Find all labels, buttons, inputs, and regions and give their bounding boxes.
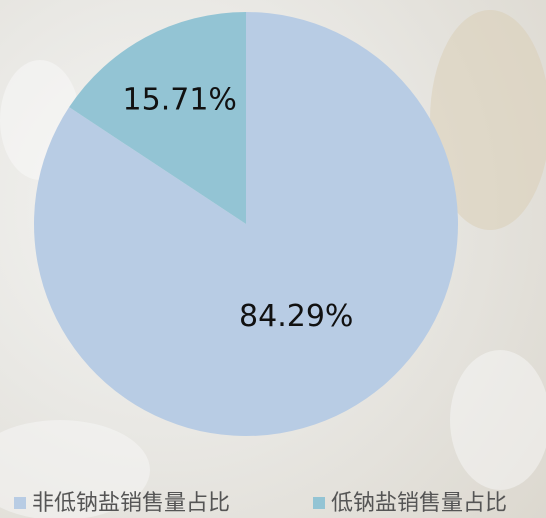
legend-swatch: [14, 497, 26, 509]
pie-slice: [69, 12, 246, 224]
background-texture: [0, 10, 546, 518]
legend-label: 非低钠盐销售量占比: [32, 491, 230, 516]
pie-slice: [33, 12, 458, 436]
data-label: 15.71%: [123, 82, 237, 117]
legend-swatch: [313, 497, 325, 509]
data-label: 84.29%: [239, 299, 353, 334]
legend-label: 低钠盐销售量占比: [331, 491, 507, 516]
